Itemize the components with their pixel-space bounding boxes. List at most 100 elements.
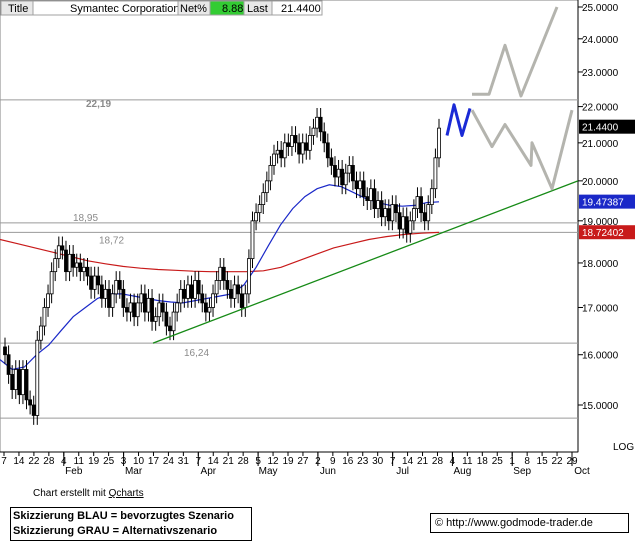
candle-body (99, 284, 104, 299)
candle-body (325, 142, 330, 159)
header-bar: Title Symantec Corporation Net% 8.88 Las… (0, 0, 323, 16)
candle-body (218, 266, 223, 281)
y-tick-label: 21.0000 (582, 139, 619, 150)
candle-body (92, 275, 97, 290)
candle-body (408, 220, 413, 234)
candle-body (135, 302, 140, 318)
candle-body (186, 284, 190, 299)
candle-body (261, 192, 266, 205)
candle-body (272, 153, 276, 166)
candle-body (160, 302, 165, 313)
candle-body (117, 280, 122, 290)
candle-body (150, 297, 154, 322)
candle-body (257, 204, 262, 214)
candle-body (250, 220, 255, 260)
scenario-grey-lower (470, 109, 574, 191)
x-tick-label: 16 (342, 456, 354, 467)
level-annotation: 18,72 (99, 235, 124, 246)
candle-body (175, 302, 180, 313)
x-tick-label: 19 (88, 456, 100, 467)
candle-body (368, 188, 373, 201)
candle-body (239, 293, 244, 308)
scenario-legend: Skizzierung BLAU = bevorzugtes Szenario … (10, 507, 252, 541)
month-label: Oct (574, 466, 590, 477)
candle-body (300, 142, 305, 155)
plot-frame (0, 0, 579, 453)
website-url[interactable]: http://www.godmode-trader.de (446, 517, 593, 529)
candle-body (336, 168, 341, 178)
candle-body (275, 149, 280, 155)
candle-body (365, 196, 370, 201)
price-labels: 21.4400 19.47387 18.72402 (579, 119, 635, 240)
header-title-label: Title (8, 3, 28, 15)
x-tick-label: 19 (282, 456, 294, 467)
candle-body (78, 262, 83, 273)
candle-body (6, 354, 11, 375)
candle-body (290, 135, 294, 147)
ma-short-label: 19.47387 (582, 198, 624, 209)
candle-body (376, 200, 380, 210)
candle-body (401, 216, 406, 230)
x-tick-label: 14 (208, 456, 220, 467)
candle-body (203, 302, 208, 313)
candle-body (168, 325, 172, 332)
scenario-blue (445, 103, 472, 137)
candle-body (307, 135, 312, 151)
candle-body (279, 149, 284, 159)
header-name: Symantec Corporation (70, 3, 179, 15)
x-tick-label: 31 (178, 456, 190, 467)
candle-body (343, 172, 348, 186)
candle-body (221, 266, 226, 281)
candle-body (114, 280, 119, 295)
candle-body (153, 316, 158, 322)
y-axis: 25.0000 24.0000 23.0000 22.0000 21.0000 20.00… (578, 3, 634, 453)
month-label: Mar (125, 466, 143, 477)
candle-body (426, 204, 431, 222)
candle-body (96, 275, 101, 286)
x-tick-label: 27 (297, 456, 309, 467)
candle-body (293, 135, 298, 144)
candle-body (82, 266, 86, 273)
trendline-group (152, 180, 579, 344)
candle-body (236, 284, 241, 295)
y-tick-label: 23.0000 (582, 68, 619, 79)
y-tick-label: 24.0000 (582, 35, 619, 46)
candle-body (121, 288, 126, 308)
x-tick-label: 30 (372, 456, 384, 467)
support-resistance-lines (0, 99, 578, 419)
x-tick-label: 24 (163, 456, 175, 467)
x-tick-label: 28 (432, 456, 444, 467)
candle-body (56, 245, 61, 260)
candle-body (433, 157, 438, 190)
ma-long-label: 18.72402 (582, 228, 624, 239)
y-tick-label: 22.0000 (582, 103, 619, 114)
candle-body (38, 325, 43, 341)
candle-body (333, 165, 337, 178)
x-tick-label: 9 (330, 456, 336, 467)
qcharts-link[interactable]: Qcharts (108, 488, 144, 499)
candle-body (232, 284, 237, 299)
x-tick-label: 23 (357, 456, 369, 467)
x-tick-label: 25 (103, 456, 115, 467)
candles (3, 108, 441, 425)
scenario-grey-upper (472, 6, 559, 98)
candle-body (429, 188, 434, 205)
month-label: Jul (396, 466, 409, 477)
candle-body (347, 165, 352, 174)
credit-prefix: Chart erstellt mit (33, 488, 109, 499)
candle-body (103, 288, 108, 299)
candle-body (322, 131, 327, 144)
candle-body (351, 165, 355, 182)
candle-body (178, 288, 183, 304)
candle-body (157, 302, 162, 318)
candle-body (214, 280, 219, 295)
header-net-value: 8.88 (222, 3, 243, 15)
y-tick-label: 25.0000 (582, 3, 619, 14)
candle-body (139, 293, 144, 304)
candle-body (107, 288, 111, 308)
candle-body (386, 208, 391, 222)
candle-body (171, 311, 176, 332)
candle-body (264, 180, 269, 194)
y-tick-label: 17.0000 (582, 303, 619, 314)
scale-label: LOG (613, 442, 634, 453)
